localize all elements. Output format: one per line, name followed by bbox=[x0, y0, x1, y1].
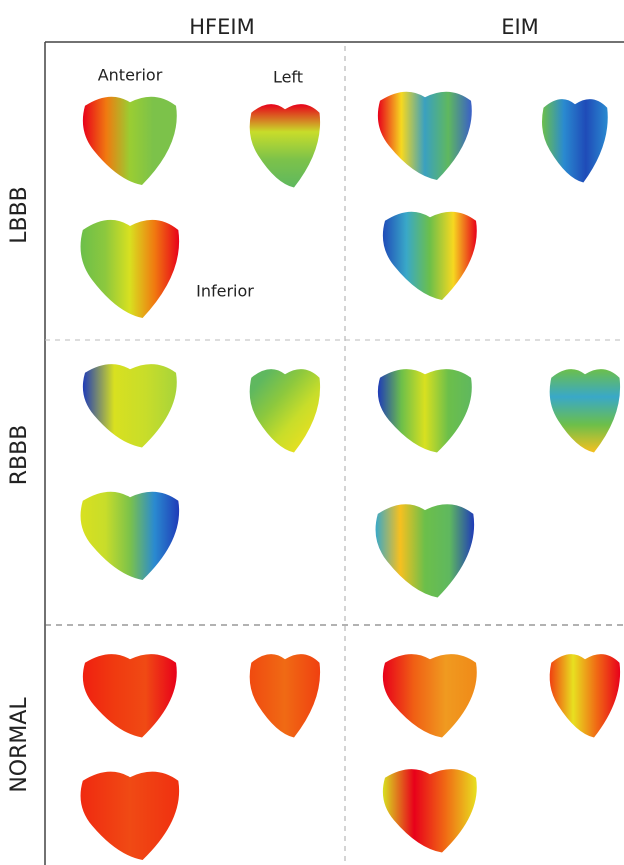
heart-map bbox=[542, 99, 608, 182]
heart-map bbox=[378, 369, 472, 452]
heart-map bbox=[83, 364, 177, 447]
heart-map bbox=[550, 654, 620, 737]
heart-maps bbox=[81, 92, 621, 860]
heart-map bbox=[250, 104, 320, 187]
view-label: Left bbox=[273, 68, 303, 87]
heart-map bbox=[378, 92, 472, 180]
view-label: Anterior bbox=[98, 66, 163, 85]
heart-map bbox=[550, 369, 620, 452]
column-header: EIM bbox=[501, 15, 539, 39]
heart-map bbox=[81, 772, 180, 860]
heart-map bbox=[83, 97, 177, 185]
heart-map bbox=[383, 654, 477, 737]
row-label: LBBB bbox=[7, 186, 32, 244]
heart-map bbox=[81, 220, 180, 318]
heart-map bbox=[250, 654, 320, 737]
heart-map bbox=[250, 369, 320, 452]
figure: HFEIM EIM LBBB RBBB NORMAL Anterior Left… bbox=[0, 0, 624, 865]
heart-map bbox=[383, 212, 477, 300]
heart-map bbox=[383, 769, 477, 852]
heart-map bbox=[81, 492, 180, 580]
heart-map bbox=[83, 654, 177, 737]
column-header: HFEIM bbox=[189, 15, 254, 39]
row-label: RBBB bbox=[7, 425, 32, 486]
heart-map bbox=[376, 504, 475, 597]
row-label: NORMAL bbox=[7, 697, 32, 793]
view-label: Inferior bbox=[196, 282, 254, 301]
